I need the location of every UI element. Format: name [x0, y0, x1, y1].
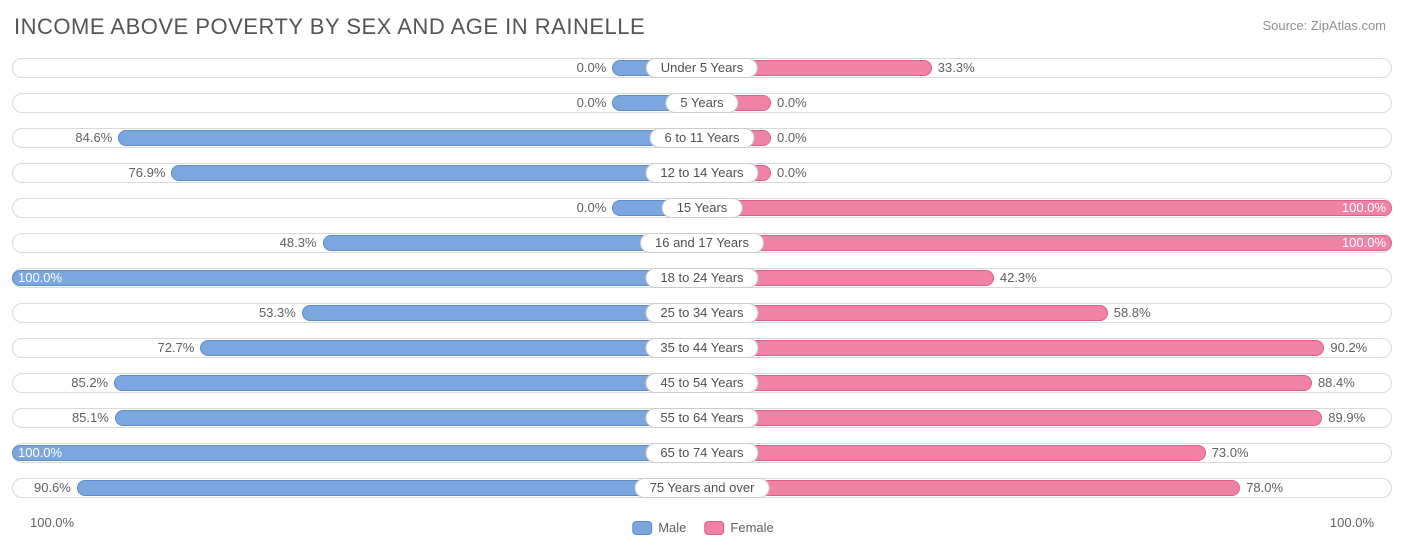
female-bar: [702, 235, 1392, 251]
age-label: 6 to 11 Years: [650, 128, 755, 148]
female-value: 33.3%: [938, 60, 975, 76]
male-value: 48.3%: [280, 235, 317, 251]
male-value: 84.6%: [75, 130, 112, 146]
chart-row: 100.0% 42.3% 18 to 24 Years: [12, 264, 1392, 292]
age-label: 15 Years: [662, 198, 743, 218]
female-value: 78.0%: [1246, 480, 1283, 496]
female-value: 58.8%: [1114, 305, 1151, 321]
legend-female: Female: [704, 520, 773, 535]
female-value: 42.3%: [1000, 270, 1037, 286]
male-value: 100.0%: [18, 445, 62, 461]
age-label: 18 to 24 Years: [645, 268, 758, 288]
male-bar: [12, 270, 702, 286]
male-bar: [171, 165, 702, 181]
female-value: 100.0%: [1342, 235, 1386, 251]
chart-row: 0.0% 100.0% 15 Years: [12, 194, 1392, 222]
male-bar: [200, 340, 702, 356]
axis-right-label: 100.0%: [1330, 515, 1374, 530]
chart-row: 76.9% 0.0% 12 to 14 Years: [12, 159, 1392, 187]
male-bar: [118, 130, 702, 146]
male-value: 85.2%: [71, 375, 108, 391]
male-swatch: [632, 521, 652, 535]
age-label: 75 Years and over: [635, 478, 770, 498]
male-bar: [115, 410, 702, 426]
female-value: 73.0%: [1212, 445, 1249, 461]
legend-male: Male: [632, 520, 686, 535]
female-value: 0.0%: [777, 95, 807, 111]
chart-row: 85.1% 89.9% 55 to 64 Years: [12, 404, 1392, 432]
male-value: 100.0%: [18, 270, 62, 286]
male-value: 53.3%: [259, 305, 296, 321]
chart-row: 48.3% 100.0% 16 and 17 Years: [12, 229, 1392, 257]
female-bar: [702, 305, 1108, 321]
female-value: 89.9%: [1328, 410, 1365, 426]
female-bar: [702, 445, 1206, 461]
legend: Male Female: [632, 520, 774, 535]
female-bar: [702, 480, 1240, 496]
female-value: 100.0%: [1342, 200, 1386, 216]
chart-row: 72.7% 90.2% 35 to 44 Years: [12, 334, 1392, 362]
chart-row: 0.0% 33.3% Under 5 Years: [12, 54, 1392, 82]
age-label: Under 5 Years: [646, 58, 758, 78]
male-bar: [114, 375, 702, 391]
female-bar: [702, 410, 1322, 426]
female-value: 90.2%: [1330, 340, 1367, 356]
legend-male-label: Male: [658, 520, 686, 535]
male-value: 0.0%: [577, 60, 607, 76]
age-label: 16 and 17 Years: [640, 233, 764, 253]
age-label: 25 to 34 Years: [645, 303, 758, 323]
male-value: 0.0%: [577, 95, 607, 111]
chart-source: Source: ZipAtlas.com: [1262, 18, 1386, 33]
chart-row: 53.3% 58.8% 25 to 34 Years: [12, 299, 1392, 327]
chart-title: INCOME ABOVE POVERTY BY SEX AND AGE IN R…: [14, 14, 645, 40]
chart-row: 84.6% 0.0% 6 to 11 Years: [12, 124, 1392, 152]
female-bar: [702, 200, 1392, 216]
female-value: 0.0%: [777, 130, 807, 146]
female-bar: [702, 340, 1324, 356]
male-value: 76.9%: [129, 165, 166, 181]
male-value: 0.0%: [577, 200, 607, 216]
chart-row: 0.0% 0.0% 5 Years: [12, 89, 1392, 117]
legend-female-label: Female: [730, 520, 773, 535]
male-value: 90.6%: [34, 480, 71, 496]
age-label: 65 to 74 Years: [645, 443, 758, 463]
chart-row: 85.2% 88.4% 45 to 54 Years: [12, 369, 1392, 397]
chart-row: 100.0% 73.0% 65 to 74 Years: [12, 439, 1392, 467]
female-value: 0.0%: [777, 165, 807, 181]
male-value: 85.1%: [72, 410, 109, 426]
age-label: 55 to 64 Years: [645, 408, 758, 428]
age-label: 45 to 54 Years: [645, 373, 758, 393]
male-bar: [77, 480, 702, 496]
chart-area: 0.0% 33.3% Under 5 Years 0.0% 0.0% 5 Years 84.…: [12, 54, 1392, 513]
age-label: 12 to 14 Years: [645, 163, 758, 183]
male-value: 72.7%: [158, 340, 195, 356]
age-label: 5 Years: [665, 93, 738, 113]
axis-left-label: 100.0%: [30, 515, 74, 530]
age-label: 35 to 44 Years: [645, 338, 758, 358]
female-swatch: [704, 521, 724, 535]
female-value: 88.4%: [1318, 375, 1355, 391]
female-bar: [702, 375, 1312, 391]
male-bar: [302, 305, 702, 321]
male-bar: [12, 445, 702, 461]
chart-row: 90.6% 78.0% 75 Years and over: [12, 474, 1392, 502]
